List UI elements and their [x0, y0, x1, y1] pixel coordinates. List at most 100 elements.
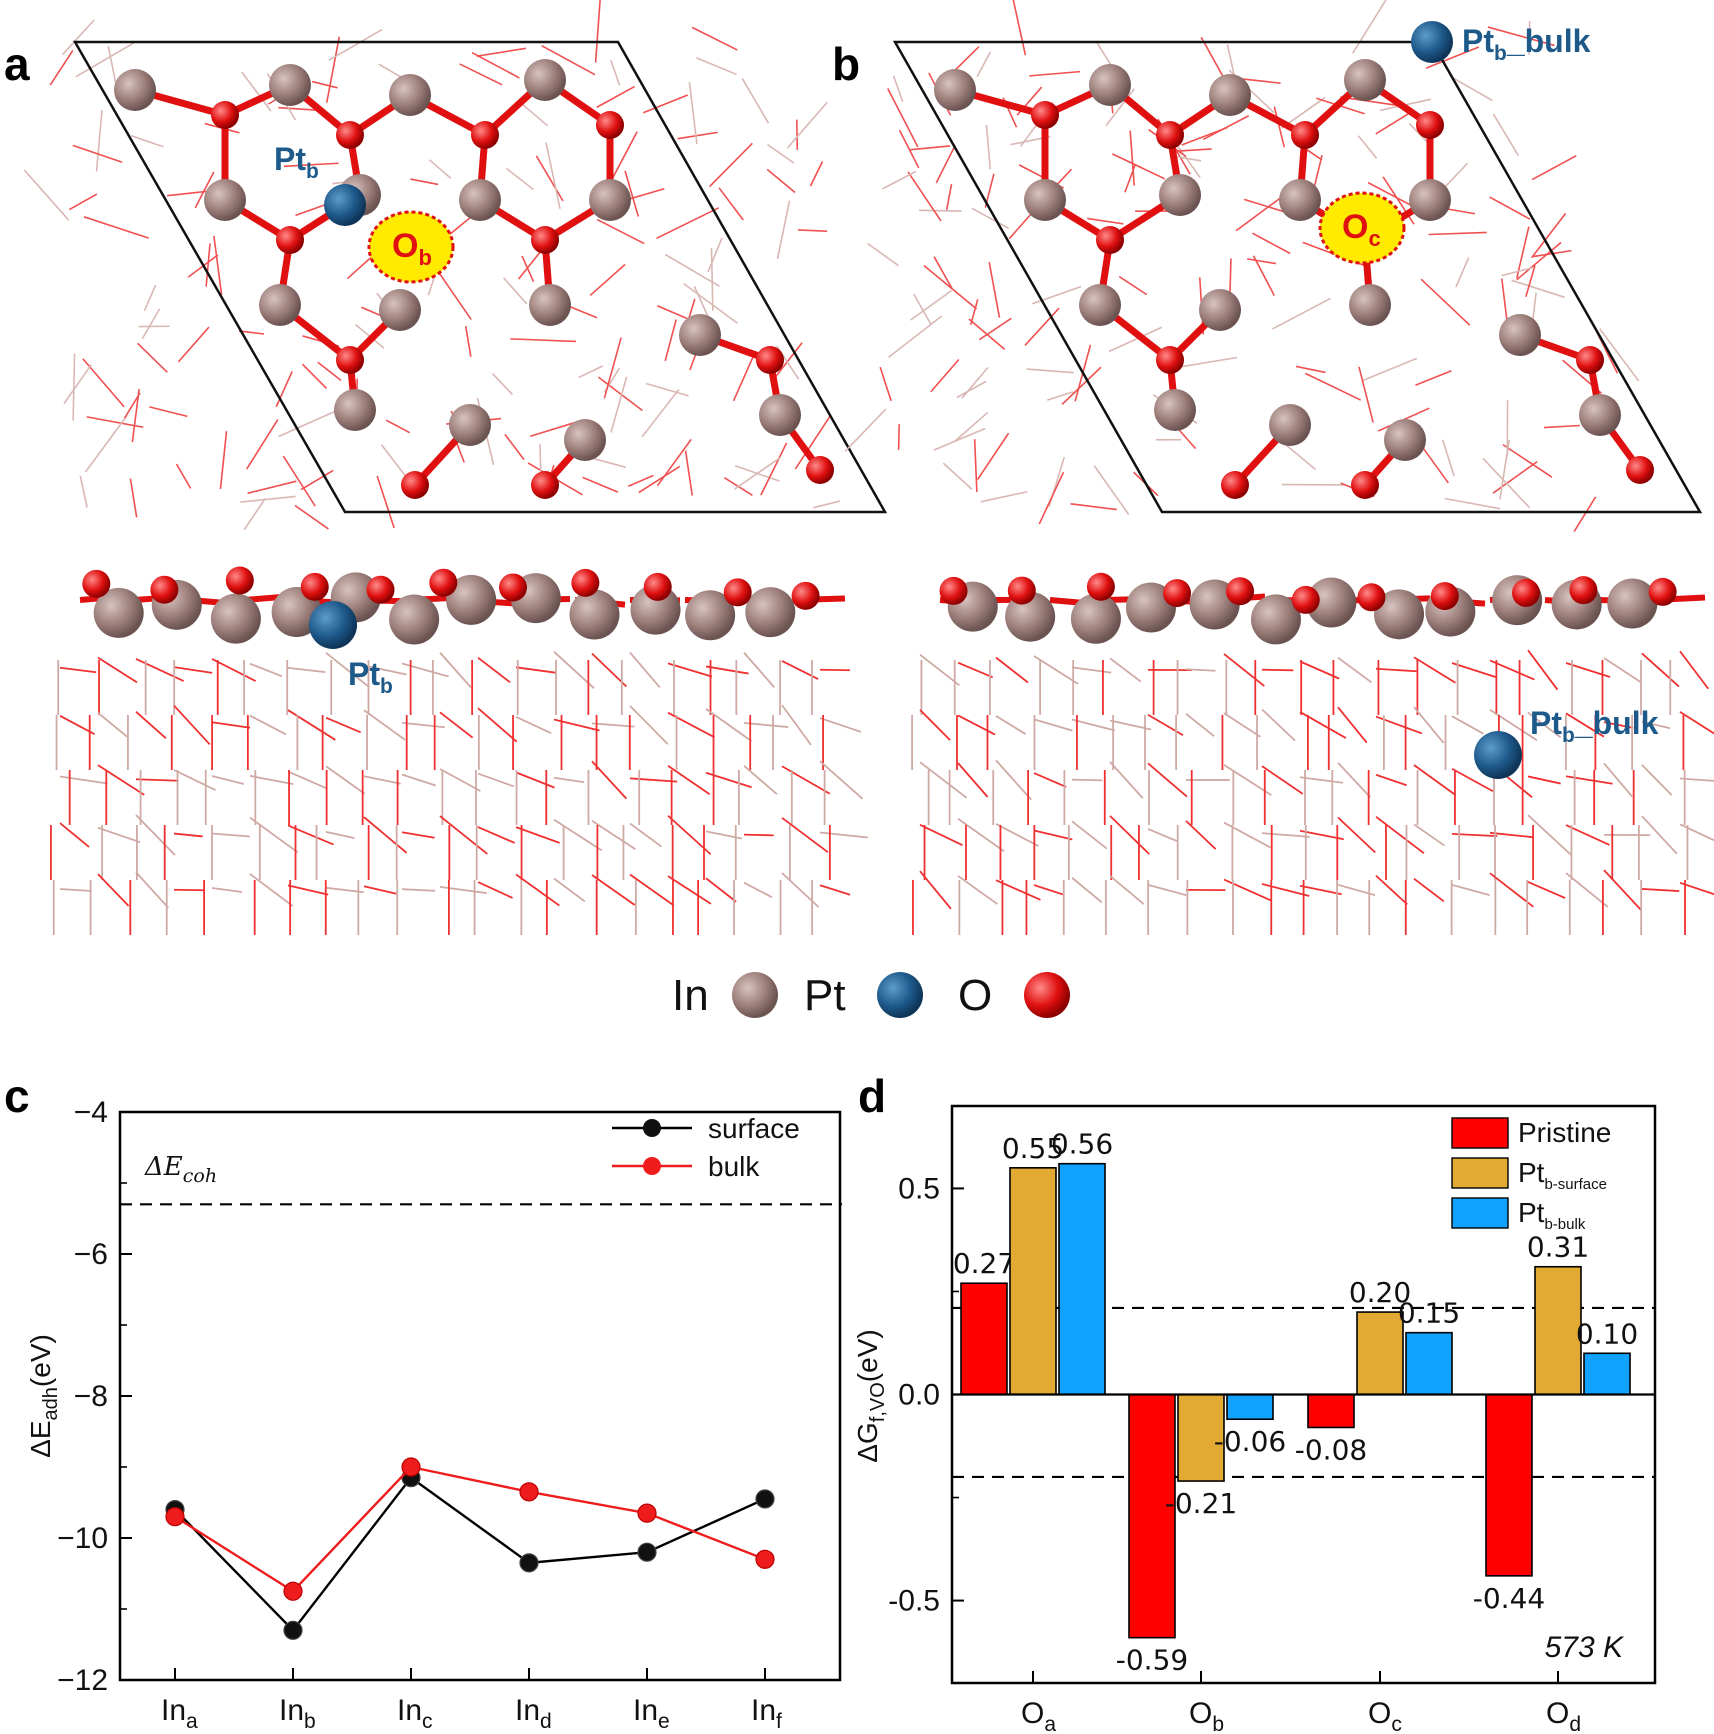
- bond-wire: [553, 877, 586, 903]
- bond-wire: [363, 885, 397, 895]
- bond-wire: [1071, 877, 1103, 903]
- bond-wire: [328, 28, 383, 61]
- bond-wire: [1516, 241, 1562, 281]
- d-bar-0: [960, 1282, 1008, 1396]
- bond-wire: [247, 480, 297, 495]
- bond-wire: [919, 653, 960, 687]
- bond-wire: [137, 342, 168, 373]
- o-atom: [1163, 579, 1192, 608]
- bond-wire: [882, 170, 917, 190]
- in-atom: [529, 284, 571, 326]
- svg-text:Oc: Oc: [1342, 208, 1381, 251]
- bond-wire: [515, 826, 560, 844]
- bond-wire: [933, 427, 986, 451]
- panel-label-b: b: [832, 38, 860, 90]
- bond-wire: [691, 26, 738, 51]
- in-atom: [259, 284, 301, 326]
- o-atom: [211, 101, 239, 129]
- bond-wire: [477, 826, 516, 844]
- bond-wire: [1679, 777, 1714, 782]
- panel-label-a: a: [4, 38, 30, 90]
- bond-wire: [1261, 708, 1296, 742]
- legend-pt-label: Pt: [804, 971, 846, 1020]
- bond-wire: [325, 36, 341, 103]
- in-atom: [269, 64, 311, 106]
- bond-wire: [1502, 443, 1553, 478]
- bond-wire: [718, 187, 744, 221]
- bond-wire: [246, 419, 279, 470]
- bond-wire: [656, 207, 720, 240]
- bond-wire: [287, 709, 336, 741]
- svg-text:Ob: Ob: [392, 227, 432, 270]
- c-y-tick-label: −12: [57, 1664, 108, 1697]
- bond-wire: [97, 873, 130, 907]
- bond-wire: [439, 652, 472, 688]
- bond-wire: [510, 338, 577, 343]
- bond-wire: [1071, 718, 1116, 732]
- bond-wire: [135, 778, 179, 782]
- bond-wire: [1071, 820, 1108, 850]
- bond-wire: [1489, 872, 1534, 908]
- bond-wire: [211, 658, 257, 682]
- bond-wire: [300, 469, 334, 491]
- bond-wire: [1273, 106, 1286, 148]
- bond-wire: [59, 822, 90, 848]
- o-atom: [1430, 582, 1459, 611]
- bond-wire: [59, 666, 97, 674]
- bond-wire: [363, 816, 408, 854]
- bond-wire: [1033, 655, 1079, 685]
- bond-wire: [1202, 115, 1250, 141]
- bond-wire: [325, 652, 370, 688]
- d-x-tick-label: Oa: [1021, 1697, 1056, 1734]
- pt-label-b-side: Ptb_bulk: [1530, 705, 1659, 747]
- bond-wire: [629, 705, 669, 745]
- bond-wire: [819, 668, 850, 672]
- bond-wire: [596, 218, 645, 245]
- bond-wire: [743, 833, 774, 837]
- chart-d-y-label: ΔGf,VO(eV): [852, 1329, 889, 1462]
- bond-wire: [502, 277, 528, 305]
- bond-wire: [1413, 706, 1445, 744]
- bond-wire: [75, 42, 135, 78]
- bond-wire: [1109, 875, 1145, 905]
- bond-wire: [629, 873, 675, 907]
- in-atom: [1005, 591, 1056, 642]
- bond-wire: [219, 431, 228, 489]
- in-atom: [1154, 389, 1196, 431]
- o-atom: [756, 346, 784, 374]
- c-y-tick-label: −4: [74, 1096, 108, 1129]
- structure-b-side-view: [911, 572, 1714, 935]
- bond-wire: [844, 408, 887, 452]
- bond-wire: [1679, 711, 1714, 735]
- bond-wire: [705, 877, 737, 903]
- bond-wire: [401, 721, 445, 729]
- bond-wire: [541, 45, 596, 76]
- bond-wire: [287, 770, 328, 790]
- bond-wire: [1527, 775, 1561, 785]
- bond-wire: [1516, 226, 1530, 279]
- bond-wire: [743, 652, 776, 688]
- bond-wire: [249, 816, 299, 854]
- bond-wire: [130, 134, 164, 148]
- bond-wire: [1033, 884, 1065, 896]
- bond-wire: [1352, 0, 1387, 54]
- in-atom: [459, 179, 501, 221]
- in-atom: [1306, 577, 1357, 628]
- bond-wire: [464, 326, 472, 357]
- bond-wire: [249, 873, 294, 907]
- in-atom: [745, 587, 796, 638]
- d-bar-value-label: 0.20: [1349, 1276, 1411, 1309]
- bond-wire: [1071, 666, 1112, 674]
- o-atom: [596, 111, 624, 139]
- c-point-surface: [755, 1489, 775, 1509]
- bond-wire: [135, 871, 169, 909]
- chart-c-y-axis: −4 −6 −8 −10 −12: [57, 1096, 132, 1697]
- bond-wire: [629, 651, 661, 689]
- bond-wire: [205, 243, 211, 287]
- bond-wire: [545, 142, 561, 209]
- in-atom: [1499, 314, 1541, 356]
- bond-wire: [1641, 815, 1678, 855]
- chart-d-legend: Pristine Ptb-surface Ptb-bulk: [1451, 1117, 1611, 1233]
- panel-label-c: c: [4, 1070, 30, 1122]
- bond-wire: [1565, 775, 1613, 785]
